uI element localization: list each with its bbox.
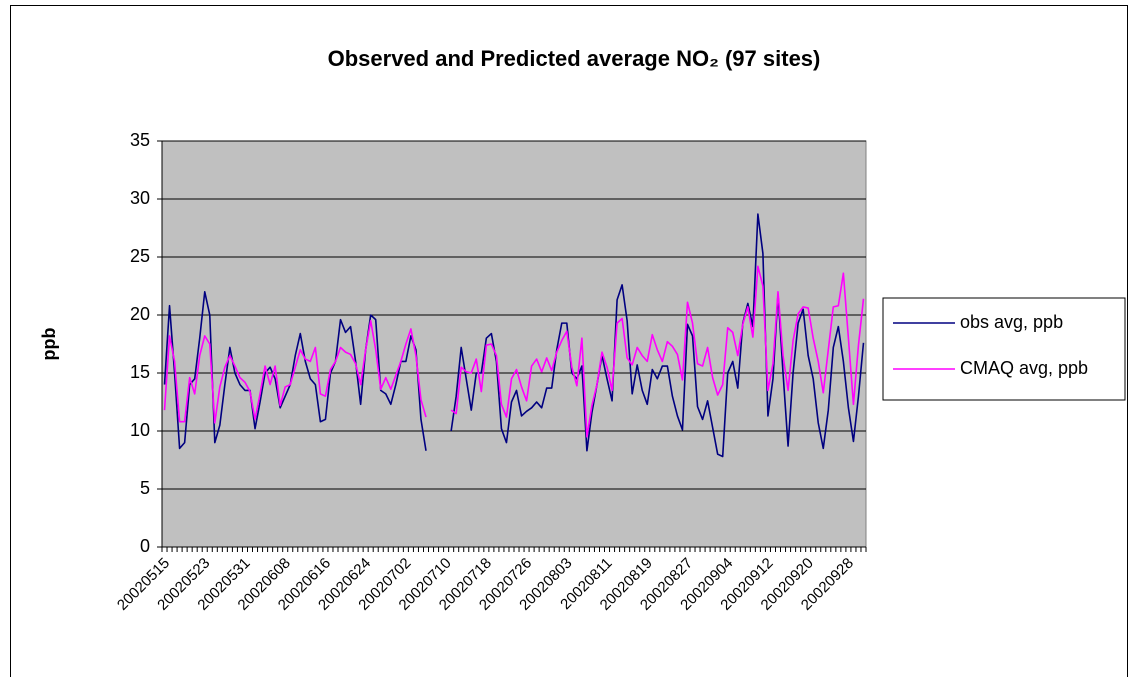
series-line	[163, 265, 865, 438]
y-tick-label: 15	[130, 362, 150, 382]
legend-label: obs avg, ppb	[960, 312, 1063, 332]
series-line	[163, 213, 865, 458]
plot-area	[161, 140, 867, 548]
y-tick-label: 25	[130, 246, 150, 266]
y-axis-label: ppb	[39, 328, 59, 361]
y-tick-label: 0	[140, 536, 150, 556]
legend-label: CMAQ avg, ppb	[960, 358, 1088, 378]
y-tick-label: 5	[140, 478, 150, 498]
chart-title: Observed and Predicted average NO₂ (97 s…	[328, 46, 821, 71]
y-tick-label: 10	[130, 420, 150, 440]
legend	[882, 297, 1126, 401]
y-tick-label: 20	[130, 304, 150, 324]
chart-frame	[10, 5, 1128, 677]
y-tick-label: 35	[130, 130, 150, 150]
y-tick-label: 30	[130, 188, 150, 208]
